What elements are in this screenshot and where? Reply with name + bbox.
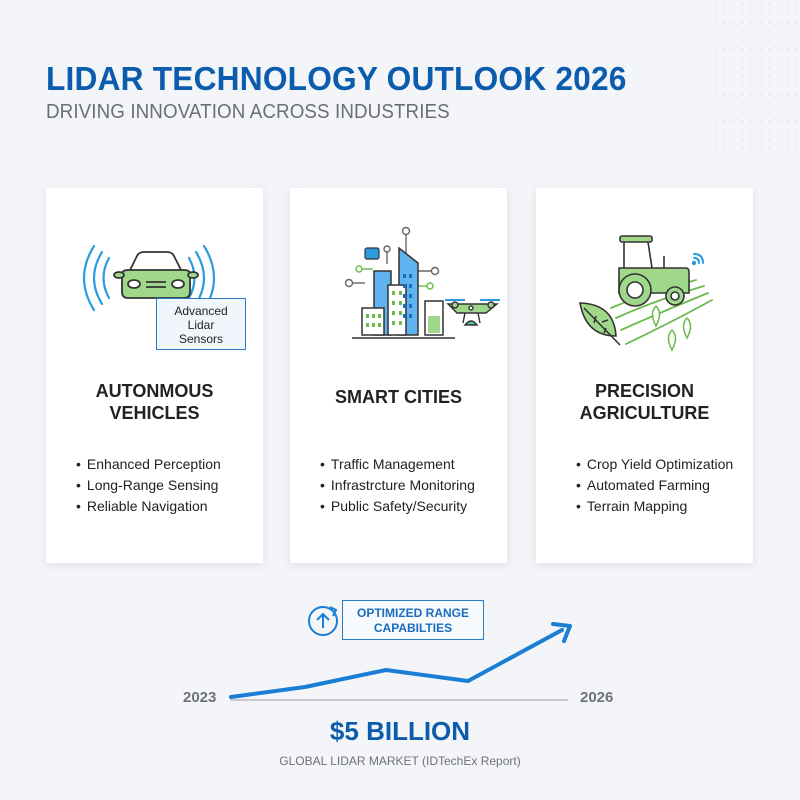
heading-line: VEHICLES xyxy=(109,403,200,423)
list-item: Automated Farming xyxy=(576,475,753,496)
list-item: Reliable Navigation xyxy=(76,496,263,517)
feature-list: Crop Yield Optimization Automated Farmin… xyxy=(536,454,753,517)
callout-line: Sensors xyxy=(178,332,224,346)
badge-line: OPTIMIZED RANGE xyxy=(356,606,469,620)
car-with-lidar-waves-icon xyxy=(46,188,263,378)
card-smart-cities: SMART CITIES Traffic Management Infrastr… xyxy=(290,188,507,563)
list-item: Infrastrcture Monitoring xyxy=(320,475,507,496)
callout-line: Advanced xyxy=(174,304,228,318)
trend-line xyxy=(229,628,564,699)
heading-line: PRECISION xyxy=(594,381,695,401)
trend-arrowhead xyxy=(551,622,572,643)
heading-line: AUTONMOUS xyxy=(95,381,214,401)
list-item: Terrain Mapping xyxy=(576,496,753,517)
page-subtitle: DRIVING INNOVATION ACROSS INDUSTRIES xyxy=(46,101,450,123)
market-value: $5 BILLION xyxy=(329,716,471,746)
growth-line-chart xyxy=(229,606,572,701)
card-autonomous-vehicles: Advanced Lidar Sensors AUTONMOUS VEHICLE… xyxy=(46,188,263,563)
market-caption: GLOBAL LIDAR MARKET (IDTechEx Report) xyxy=(279,754,521,768)
tractor-field-leaf-icon xyxy=(536,188,753,378)
heading-line: SMART CITIES xyxy=(334,387,462,407)
page-title: LIDAR TECHNOLOGY OUTLOOK 2026 xyxy=(46,60,627,97)
card-heading: AUTONMOUS VEHICLES xyxy=(46,380,263,424)
list-item: Traffic Management xyxy=(320,454,507,475)
heading-line: AGRICULTURE xyxy=(579,403,710,423)
callout-line: Lidar xyxy=(187,318,215,332)
start-year-label: 2023 xyxy=(183,689,217,706)
list-item: Crop Yield Optimization xyxy=(576,454,753,475)
badge-line: CAPABILTIES xyxy=(373,621,453,635)
feature-list: Traffic Management Infrastrcture Monitor… xyxy=(290,454,507,517)
list-item: Public Safety/Security xyxy=(320,496,507,517)
feature-list: Enhanced Perception Long-Range Sensing R… xyxy=(46,454,263,517)
list-item: Enhanced Perception xyxy=(76,454,263,475)
advanced-lidar-sensors-callout: Advanced Lidar Sensors xyxy=(156,298,246,350)
list-item: Long-Range Sensing xyxy=(76,475,263,496)
city-skyline-drone-icon xyxy=(290,188,507,378)
refresh-up-arrow-icon xyxy=(308,606,338,636)
optimized-range-badge: OPTIMIZED RANGE CAPABILTIES xyxy=(342,600,484,640)
card-heading: PRECISION AGRICULTURE xyxy=(536,380,753,424)
end-year-label: 2026 xyxy=(580,689,614,706)
card-heading: SMART CITIES xyxy=(290,386,507,408)
background-dot-pattern xyxy=(540,0,800,150)
card-precision-agriculture: PRECISION AGRICULTURE Crop Yield Optimiz… xyxy=(536,188,753,563)
